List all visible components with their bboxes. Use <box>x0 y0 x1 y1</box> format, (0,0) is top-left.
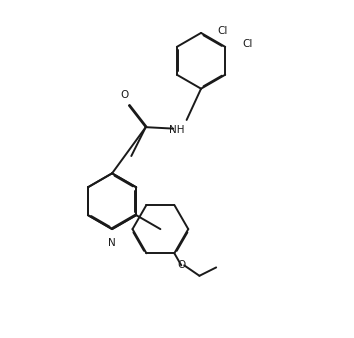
Text: N: N <box>108 238 116 248</box>
Text: NH: NH <box>169 125 185 135</box>
Text: O: O <box>177 260 185 270</box>
Text: Cl: Cl <box>242 40 252 49</box>
Text: Cl: Cl <box>218 25 228 35</box>
Text: O: O <box>120 90 128 100</box>
